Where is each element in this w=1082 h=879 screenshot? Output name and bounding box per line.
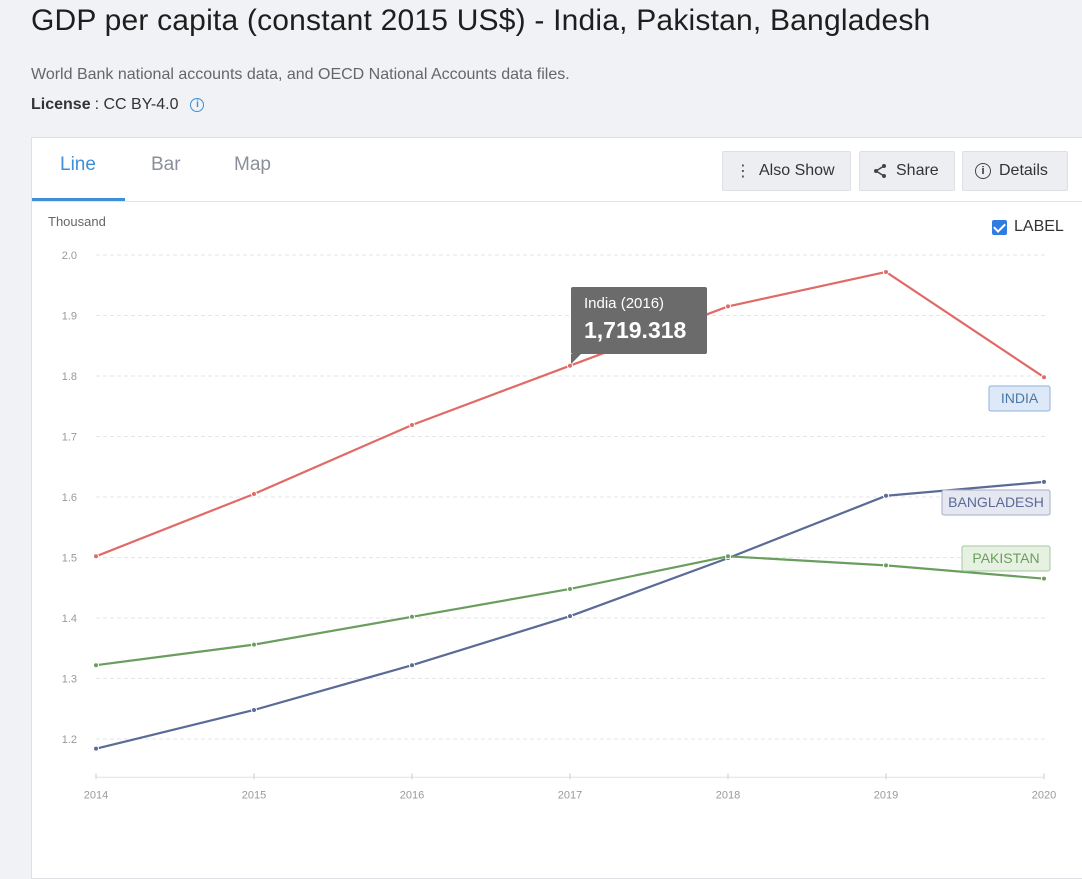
y-tick-label: 2.0 xyxy=(62,250,77,262)
tooltip-title: India (2016) xyxy=(584,295,664,312)
label-toggle[interactable]: LABEL xyxy=(992,218,1064,236)
data-point-pakistan[interactable] xyxy=(567,585,573,592)
data-point-bangladesh[interactable] xyxy=(251,706,257,713)
data-point-india[interactable] xyxy=(93,553,99,560)
data-point-bangladesh[interactable] xyxy=(1041,478,1047,485)
data-point-bangladesh[interactable] xyxy=(409,662,415,669)
y-tick-label: 1.3 xyxy=(62,674,77,686)
tooltip-box xyxy=(571,287,707,354)
series-line-pakistan xyxy=(95,555,1045,667)
share-label: Share xyxy=(896,162,939,179)
data-point-pakistan[interactable] xyxy=(93,662,99,669)
details-info-icon: i xyxy=(975,163,991,179)
data-point-pakistan[interactable] xyxy=(725,553,731,560)
tooltip-value: 1,719.318 xyxy=(584,317,687,343)
details-button[interactable]: i Details xyxy=(962,151,1068,191)
data-point-bangladesh[interactable] xyxy=(567,613,573,620)
share-button[interactable]: Share xyxy=(859,151,955,191)
y-tick-label: 1.6 xyxy=(62,492,77,504)
x-tick-label: 2019 xyxy=(874,789,898,801)
data-point-bangladesh[interactable] xyxy=(93,745,99,752)
y-tick-label: 1.7 xyxy=(62,432,77,444)
series-label-box-bangladesh xyxy=(941,489,1051,516)
data-point-pakistan[interactable] xyxy=(1041,575,1047,582)
active-tab-indicator xyxy=(32,198,125,201)
series-label-box-pakistan xyxy=(961,545,1051,572)
series-label-bangladesh: BANGLADESH xyxy=(948,494,1044,510)
also-show-button[interactable]: ⋮ Also Show xyxy=(722,151,851,191)
license-label: License xyxy=(31,96,91,113)
license-value: : CC BY-4.0 xyxy=(94,96,179,113)
x-tick-label: 2014 xyxy=(84,789,108,801)
data-point-india[interactable] xyxy=(1041,374,1047,381)
data-point-pakistan[interactable] xyxy=(251,641,257,648)
tooltip-pointer xyxy=(571,354,581,364)
data-point-india[interactable] xyxy=(409,422,415,429)
chart-tabs: Line Bar Map ⋮ Also Show Share i Details xyxy=(32,138,1082,202)
data-point-india[interactable] xyxy=(883,268,889,275)
details-label: Details xyxy=(999,162,1048,179)
y-tick-label: 1.5 xyxy=(62,553,77,565)
x-tick-label: 2018 xyxy=(716,789,740,801)
license: License : CC BY-4.0 i xyxy=(31,96,205,114)
y-tick-label: 1.2 xyxy=(62,734,77,746)
series-label-pakistan: PAKISTAN xyxy=(972,550,1039,566)
x-tick-label: 2015 xyxy=(242,789,266,801)
tab-map[interactable]: Map xyxy=(234,154,271,175)
share-icon xyxy=(874,164,886,178)
data-point-pakistan[interactable] xyxy=(883,562,889,569)
more-vertical-icon: ⋮ xyxy=(735,163,751,180)
data-point-india[interactable] xyxy=(251,490,257,497)
label-checkbox[interactable] xyxy=(992,219,1007,235)
label-toggle-text: LABEL xyxy=(1014,218,1064,235)
source-note: World Bank national accounts data, and O… xyxy=(31,66,570,83)
info-icon[interactable]: i xyxy=(190,98,205,112)
x-tick-label: 2020 xyxy=(1032,789,1056,801)
page-title: GDP per capita (constant 2015 US$) - Ind… xyxy=(31,4,931,37)
series-label-box-india xyxy=(988,385,1051,412)
data-point-india[interactable] xyxy=(725,303,731,310)
tab-bar[interactable]: Bar xyxy=(151,154,181,175)
also-show-label: Also Show xyxy=(759,162,835,179)
x-tick-label: 2016 xyxy=(400,789,424,801)
y-tick-label: 1.9 xyxy=(62,311,77,323)
y-axis-unit: Thousand xyxy=(48,214,106,229)
y-tick-label: 1.8 xyxy=(62,371,77,383)
x-tick-label: 2017 xyxy=(558,789,582,801)
data-point-india[interactable] xyxy=(567,362,573,369)
y-tick-label: 1.4 xyxy=(62,613,77,625)
data-point-pakistan[interactable] xyxy=(409,613,415,620)
chart-panel: Line Bar Map ⋮ Also Show Share i Details… xyxy=(31,137,1082,879)
series-label-india: INDIA xyxy=(1001,390,1039,406)
series-line-india xyxy=(95,270,1045,558)
tab-line[interactable]: Line xyxy=(60,154,96,175)
line-chart: 1.2 1.3 1.4 1.5 1.6 1.7 1.8 1.9 2.0 2014 2015 2016 2… xyxy=(62,250,1057,801)
data-point-bangladesh[interactable] xyxy=(883,492,889,499)
